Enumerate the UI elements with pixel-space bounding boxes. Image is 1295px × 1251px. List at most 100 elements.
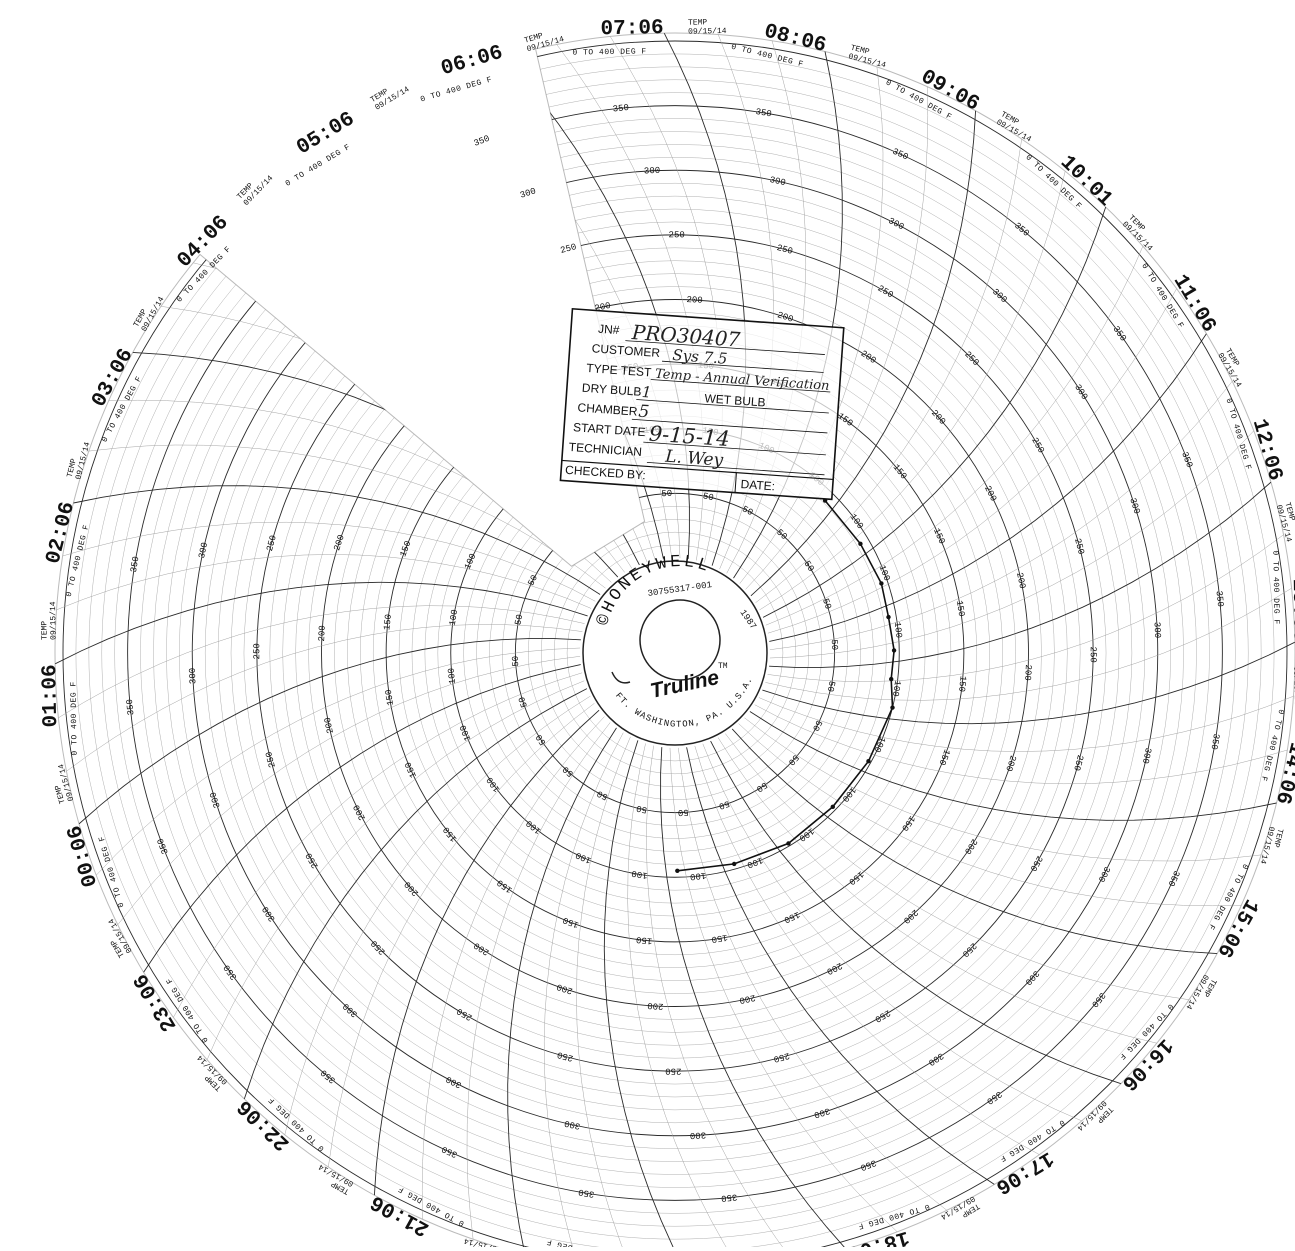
time-line-minor [725,733,1190,1000]
time-line-minor [66,624,583,772]
customer-value[interactable]: Sys 7.5 [672,346,728,368]
ring-major [256,234,1094,1072]
ring-value-label: 300 [188,668,199,685]
ring-value-label: 150 [636,934,653,946]
time-line-minor [694,745,1040,1155]
ring-value-label: 50 [754,779,769,793]
time-line-minor [58,605,585,718]
ring-minor [269,247,1081,1059]
hour-label-group: 01:06 TEMP 09/15/14 0 TO 400 DEG F [39,601,80,755]
start-date-value[interactable]: 9-15-14 [648,422,730,452]
ring-value-label: 350 [612,103,629,115]
time-line-major [243,688,588,1100]
time-line-minor [669,747,898,1232]
ring-value-label: 100 [890,680,902,698]
ring-value-label: 150 [954,600,966,618]
ring-major [127,105,1223,1201]
chamber-value[interactable]: 5 [638,402,650,423]
start-date-label: START DATE [573,420,646,439]
pen-trace-point [858,541,863,546]
time-line-major [686,747,995,1185]
time-line-minor [765,246,1144,626]
ring-value-label: 50 [801,559,815,574]
time-line-minor [769,430,1254,659]
time-line-major [603,740,687,1251]
time-line-minor [88,444,606,589]
ring-value-label: 50 [825,680,837,693]
range-label: 0 TO 400 DEG F [69,681,79,755]
ring-minor [541,519,809,787]
time-line-minor [755,138,1022,603]
center-hole[interactable] [639,599,721,681]
pen-trace-point [890,705,895,710]
pen-trace-point [891,648,897,653]
chamber-label: CHAMBER [577,400,638,418]
ring-minor [153,131,1197,1175]
ring-minor [217,195,1133,1111]
ring-value-label: 150 [956,675,968,692]
ring-minor [179,157,1171,1149]
ring-value-label: 200 [323,716,336,734]
time-line-major [710,740,1122,1085]
sector-label: TEMP [688,18,708,27]
pen-trace-point [786,841,791,846]
time-line-minor [678,747,947,1211]
time-line-minor [627,743,740,1251]
ring-value-label: 200 [332,534,347,553]
ring-value-label: 150 [384,689,396,707]
time-line-minor [328,703,595,1168]
ring-value-label: 50 [534,732,548,747]
ring-minor [101,79,1249,1227]
pen-trace-point [675,868,680,873]
ring-value-label: 150 [382,614,394,631]
time-line-minor [117,656,581,925]
ring-value-label: 100 [892,621,904,638]
ring-value-label: 300 [1140,747,1153,765]
time-line-minor [765,588,1292,701]
ring-minor [308,286,1042,1020]
ring-value-label: 300 [563,1118,581,1131]
ring-value-label: 50 [810,718,824,732]
ring-major [62,40,1288,1251]
time-line-minor [739,66,884,584]
ring-major [321,299,1029,1007]
time-line-major [55,581,588,665]
ring-value-label: 50 [829,639,840,650]
ring-minor [553,531,797,775]
ring-value-label: 100 [689,870,706,882]
ring-value-label: 200 [556,981,575,996]
ring-minor [282,260,1068,1046]
ring-value-label: 50 [820,597,833,610]
time-line-minor [543,732,624,1251]
time-line-minor [769,381,1233,650]
ring-value-label: 300 [644,166,661,177]
logo-swoosh [611,671,631,684]
time-line-minor [702,743,1082,1122]
ring-value-label: 250 [264,750,278,768]
pen-trace-layer [675,498,897,873]
ring-value-label: 300 [1127,497,1141,515]
time-line-major [769,481,1272,668]
ring-value-label: 300 [690,1129,707,1140]
range-label: 0 TO 400 DEG F [420,75,494,104]
ring-value-label: 50 [511,656,522,667]
time-line-minor [421,716,605,1220]
ring-minor [140,118,1210,1188]
time-line-major [78,638,581,825]
info-stamp: JN# PRO30407 CUSTOMER Sys 7.5 TYPE TEST … [559,307,845,501]
ring-value-label: 300 [769,175,787,188]
range-label: 0 TO 400 DEG F [572,47,646,57]
dry-bulb-value[interactable]: 1 [641,383,652,402]
pen-trace-point [889,676,894,682]
time-line-major [73,485,601,595]
time-line-major [507,727,617,1251]
ring-value-label: 200 [776,310,795,325]
ring-value-label: 200 [1022,664,1033,681]
ring-value-label: 250 [265,534,279,552]
ring-value-label: 50 [526,574,540,588]
ring-value-label: 50 [678,807,689,818]
